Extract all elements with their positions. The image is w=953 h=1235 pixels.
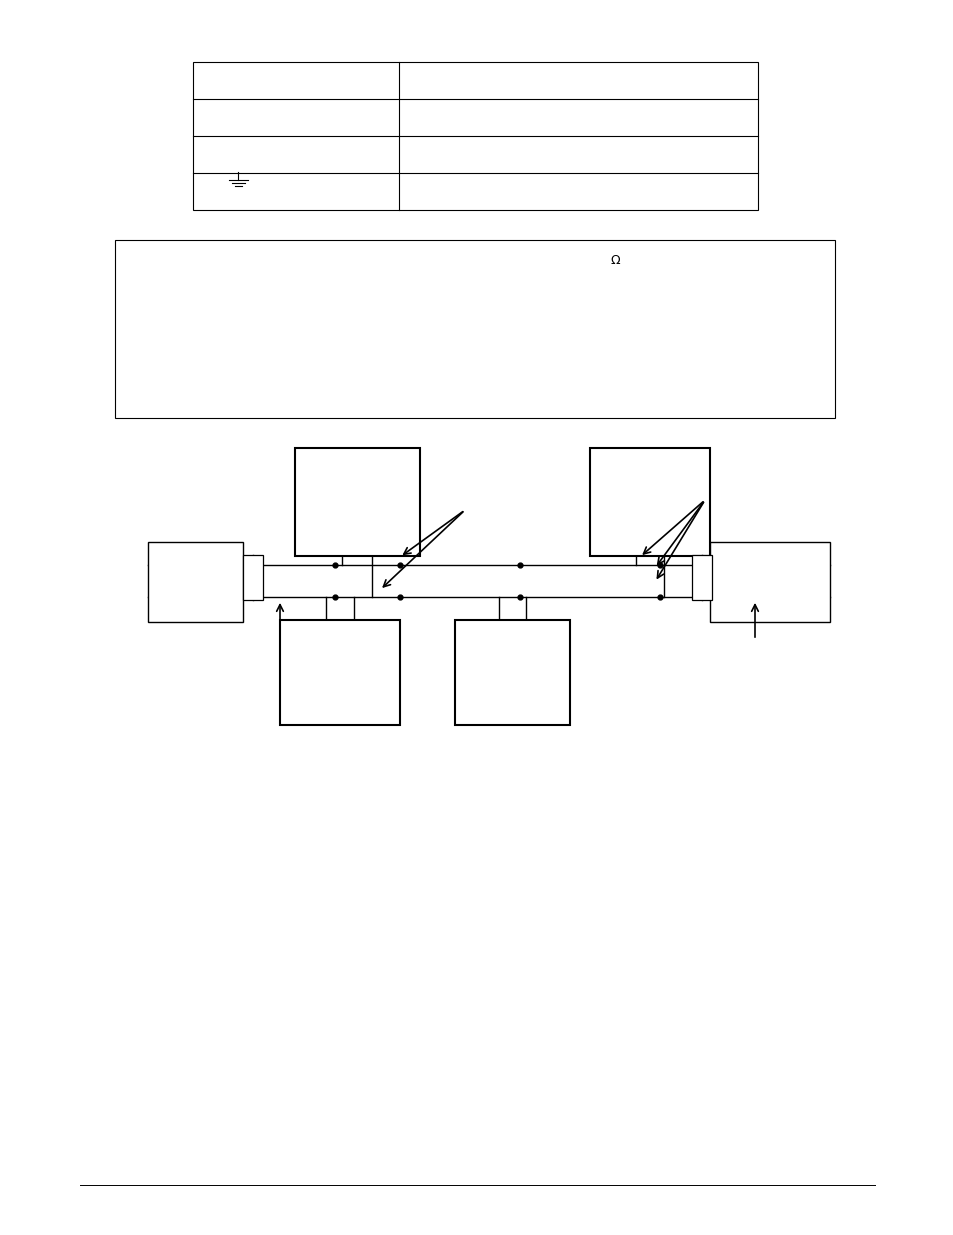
- Bar: [148, 542, 243, 622]
- Bar: [294, 448, 419, 556]
- Bar: [115, 240, 834, 417]
- Bar: [691, 555, 711, 600]
- Bar: [709, 542, 829, 622]
- Bar: [193, 62, 758, 210]
- Text: Ω: Ω: [610, 253, 619, 267]
- Bar: [455, 620, 569, 725]
- Bar: [243, 555, 263, 600]
- Bar: [280, 620, 399, 725]
- Bar: [589, 448, 709, 556]
